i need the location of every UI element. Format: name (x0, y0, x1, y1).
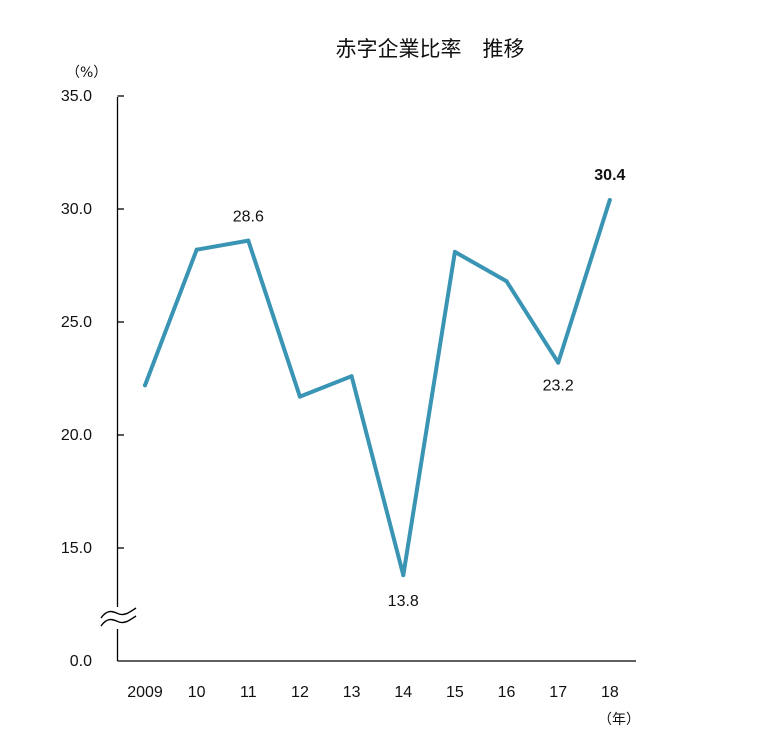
data-labels: 28.6 13.8 23.2 30.4 (233, 167, 626, 610)
x-tick-label: 12 (291, 684, 309, 701)
x-tick-label: 15 (446, 684, 464, 701)
x-tick-label: 18 (601, 684, 619, 701)
data-label: 30.4 (594, 167, 625, 184)
x-axis-ticks: 2009 10 11 12 13 14 15 16 17 18 (127, 684, 619, 701)
chart-title: 赤字企業比率 推移 (336, 37, 525, 61)
y-tick-label: 20.0 (61, 427, 92, 444)
x-tick-label: 17 (549, 684, 567, 701)
y-tick-label: 25.0 (61, 314, 92, 331)
data-label: 28.6 (233, 209, 264, 226)
y-axis-ticks: 0.0 15.0 20.0 25.0 30.0 35.0 (61, 88, 124, 670)
x-tick-label: 11 (240, 684, 257, 701)
axis-break-mark (98, 607, 138, 629)
data-label: 23.2 (543, 378, 574, 395)
x-tick-label: 14 (394, 684, 412, 701)
data-point (452, 249, 457, 254)
x-tick-label: 10 (188, 684, 206, 701)
data-point (556, 360, 561, 365)
data-point (143, 383, 147, 388)
data-point (297, 394, 302, 399)
series-line (143, 198, 612, 578)
data-point (194, 247, 199, 252)
x-axis-unit: （年） (598, 712, 640, 728)
x-tick-label: 2009 (127, 684, 163, 701)
data-point (401, 573, 406, 578)
data-point (504, 279, 509, 284)
series-layer (143, 197, 612, 578)
data-point (349, 374, 354, 379)
data-point (246, 238, 251, 243)
y-tick-label: 35.0 (61, 88, 92, 105)
data-label: 13.8 (388, 593, 419, 610)
y-tick-label: 15.0 (61, 540, 92, 557)
x-tick-label: 13 (343, 684, 361, 701)
data-point (607, 197, 612, 202)
y-tick-label: 30.0 (61, 201, 92, 218)
x-tick-label: 16 (498, 684, 516, 701)
y-axis-unit: （%） (66, 65, 107, 81)
y-tick-label: 0.0 (70, 653, 92, 670)
